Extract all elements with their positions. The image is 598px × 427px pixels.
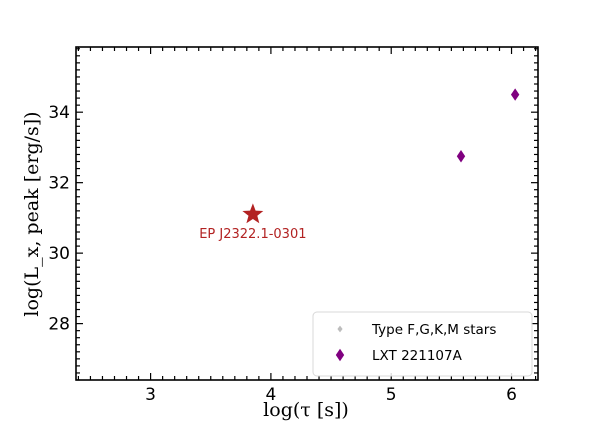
y-tick-label: 32 [48,174,70,194]
y-tick-label: 30 [48,244,70,264]
x-tick-label: 4 [265,385,276,405]
lxt-point [456,150,466,163]
legend-box [312,311,533,377]
legend-marker-lxt [335,348,345,362]
x-tick-labels: 3 4 5 6 [145,385,517,405]
y-axis-label: log(L_x, peak [erg/s]) [21,111,43,316]
legend-label-lxt: LXT 221107A [372,348,463,364]
star-annotation-label: EP J2322.1-0301 [199,227,306,242]
ep-star-point [242,203,264,224]
x-axis-label: log(τ [s]) [263,399,349,421]
plot-frame [75,46,539,381]
legend: Type F,G,K,M stars LXT 221107A [312,311,533,377]
x-tick-label: 6 [506,385,517,405]
y-tick-labels: 28 30 32 34 [48,103,70,334]
annotation-layer: EP J2322.1-0301 [199,227,306,242]
x-tick-label: 3 [145,385,156,405]
legend-label-stars: Type F,G,K,M stars [371,322,496,338]
x-tick-label: 5 [386,385,397,405]
legend-marker-stars [337,325,343,333]
y-tick-label: 34 [48,103,70,123]
lxt-point [510,88,520,101]
series-lxt [456,88,520,163]
plot-area [180,88,520,224]
y-tick-label: 28 [48,315,70,335]
